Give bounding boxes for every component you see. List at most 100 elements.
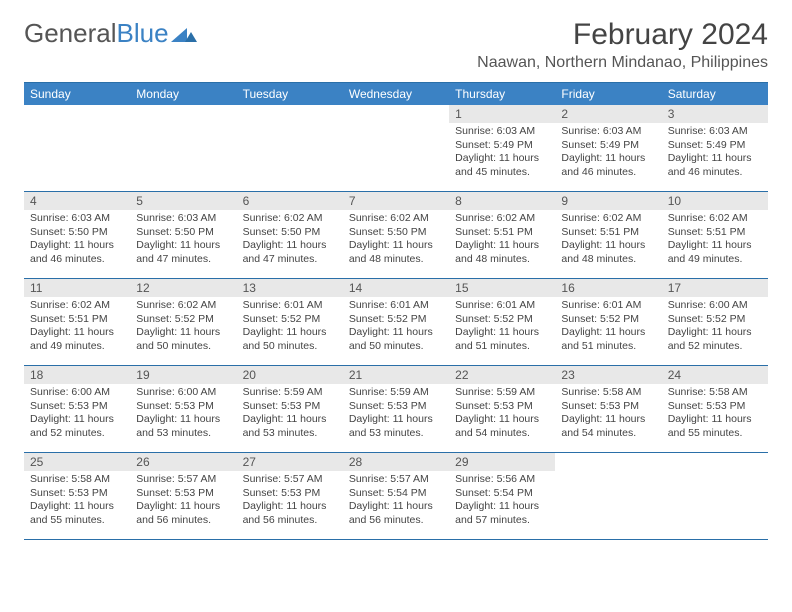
day-number: 17: [662, 279, 768, 297]
sunrise-text: Sunrise: 5:59 AM: [243, 386, 337, 400]
day-number: 5: [130, 192, 236, 210]
day-cell: 7Sunrise: 6:02 AMSunset: 5:50 PMDaylight…: [343, 192, 449, 278]
day-cell: [24, 105, 130, 191]
sunrise-text: Sunrise: 6:01 AM: [561, 299, 655, 313]
day-number: 18: [24, 366, 130, 384]
sunrise-text: Sunrise: 6:03 AM: [30, 212, 124, 226]
day-cell: [662, 453, 768, 539]
day-cell: 2Sunrise: 6:03 AMSunset: 5:49 PMDaylight…: [555, 105, 661, 191]
day-cell: 28Sunrise: 5:57 AMSunset: 5:54 PMDayligh…: [343, 453, 449, 539]
sunrise-text: Sunrise: 5:57 AM: [136, 473, 230, 487]
daylight-text: Daylight: 11 hours and 57 minutes.: [455, 500, 549, 527]
sunset-text: Sunset: 5:54 PM: [455, 487, 549, 501]
logo-icon: [171, 24, 197, 44]
sunset-text: Sunset: 5:53 PM: [30, 400, 124, 414]
day-cell: 25Sunrise: 5:58 AMSunset: 5:53 PMDayligh…: [24, 453, 130, 539]
sunset-text: Sunset: 5:49 PM: [455, 139, 549, 153]
sunrise-text: Sunrise: 6:03 AM: [561, 125, 655, 139]
sunset-text: Sunset: 5:53 PM: [349, 400, 443, 414]
sunset-text: Sunset: 5:52 PM: [561, 313, 655, 327]
daylight-text: Daylight: 11 hours and 45 minutes.: [455, 152, 549, 179]
daylight-text: Daylight: 11 hours and 46 minutes.: [30, 239, 124, 266]
day-body: Sunrise: 6:01 AMSunset: 5:52 PMDaylight:…: [555, 297, 661, 360]
dow-tuesday: Tuesday: [237, 83, 343, 105]
sunrise-text: Sunrise: 6:00 AM: [668, 299, 762, 313]
week-row: 18Sunrise: 6:00 AMSunset: 5:53 PMDayligh…: [24, 366, 768, 453]
sunset-text: Sunset: 5:53 PM: [30, 487, 124, 501]
sunset-text: Sunset: 5:52 PM: [243, 313, 337, 327]
daylight-text: Daylight: 11 hours and 50 minutes.: [136, 326, 230, 353]
daylight-text: Daylight: 11 hours and 53 minutes.: [136, 413, 230, 440]
day-number: 9: [555, 192, 661, 210]
daylight-text: Daylight: 11 hours and 48 minutes.: [349, 239, 443, 266]
day-body: Sunrise: 6:02 AMSunset: 5:52 PMDaylight:…: [130, 297, 236, 360]
sunrise-text: Sunrise: 5:58 AM: [561, 386, 655, 400]
day-cell: 3Sunrise: 6:03 AMSunset: 5:49 PMDaylight…: [662, 105, 768, 191]
day-number: 19: [130, 366, 236, 384]
day-cell: 27Sunrise: 5:57 AMSunset: 5:53 PMDayligh…: [237, 453, 343, 539]
day-number: 8: [449, 192, 555, 210]
day-cell: 22Sunrise: 5:59 AMSunset: 5:53 PMDayligh…: [449, 366, 555, 452]
sunset-text: Sunset: 5:54 PM: [349, 487, 443, 501]
day-body: Sunrise: 5:59 AMSunset: 5:53 PMDaylight:…: [237, 384, 343, 447]
daylight-text: Daylight: 11 hours and 46 minutes.: [561, 152, 655, 179]
day-body: Sunrise: 6:01 AMSunset: 5:52 PMDaylight:…: [449, 297, 555, 360]
day-number: 7: [343, 192, 449, 210]
sunrise-text: Sunrise: 6:00 AM: [30, 386, 124, 400]
week-row: 11Sunrise: 6:02 AMSunset: 5:51 PMDayligh…: [24, 279, 768, 366]
sunset-text: Sunset: 5:52 PM: [668, 313, 762, 327]
day-cell: 24Sunrise: 5:58 AMSunset: 5:53 PMDayligh…: [662, 366, 768, 452]
day-number: 6: [237, 192, 343, 210]
sunset-text: Sunset: 5:53 PM: [136, 487, 230, 501]
sunrise-text: Sunrise: 6:03 AM: [668, 125, 762, 139]
daylight-text: Daylight: 11 hours and 51 minutes.: [561, 326, 655, 353]
day-cell: 9Sunrise: 6:02 AMSunset: 5:51 PMDaylight…: [555, 192, 661, 278]
day-cell: 23Sunrise: 5:58 AMSunset: 5:53 PMDayligh…: [555, 366, 661, 452]
sunrise-text: Sunrise: 5:58 AM: [30, 473, 124, 487]
day-cell: 17 Sunrise: 6:00 AMSunset: 5:52 PMDayligh…: [662, 279, 768, 365]
sunset-text: Sunset: 5:50 PM: [243, 226, 337, 240]
week-row: 4Sunrise: 6:03 AMSunset: 5:50 PMDaylight…: [24, 192, 768, 279]
sunset-text: Sunset: 5:53 PM: [136, 400, 230, 414]
day-number: 16: [555, 279, 661, 297]
day-number: 1: [449, 105, 555, 123]
sunset-text: Sunset: 5:51 PM: [668, 226, 762, 240]
sunset-text: Sunset: 5:50 PM: [30, 226, 124, 240]
day-body: Sunrise: 5:59 AMSunset: 5:53 PMDaylight:…: [343, 384, 449, 447]
sunset-text: Sunset: 5:51 PM: [30, 313, 124, 327]
sunset-text: Sunset: 5:53 PM: [668, 400, 762, 414]
sunrise-text: Sunrise: 6:01 AM: [243, 299, 337, 313]
sunrise-text: Sunrise: 5:57 AM: [243, 473, 337, 487]
dow-monday: Monday: [130, 83, 236, 105]
dow-wednesday: Wednesday: [343, 83, 449, 105]
dow-friday: Friday: [555, 83, 661, 105]
week-row: 25Sunrise: 5:58 AMSunset: 5:53 PMDayligh…: [24, 453, 768, 540]
location: Naawan, Northern Mindanao, Philippines: [477, 54, 768, 72]
title-block: February 2024 Naawan, Northern Mindanao,…: [477, 18, 768, 72]
day-cell: [237, 105, 343, 191]
day-body: Sunrise: 5:56 AMSunset: 5:54 PMDaylight:…: [449, 471, 555, 534]
day-number: 10: [662, 192, 768, 210]
daylight-text: Daylight: 11 hours and 48 minutes.: [455, 239, 549, 266]
daylight-text: Daylight: 11 hours and 52 minutes.: [30, 413, 124, 440]
logo: GeneralBlue: [24, 18, 197, 49]
logo-text-2: Blue: [117, 18, 169, 49]
day-number: 15: [449, 279, 555, 297]
day-number: 25: [24, 453, 130, 471]
daylight-text: Daylight: 11 hours and 49 minutes.: [30, 326, 124, 353]
day-body: Sunrise: 5:57 AMSunset: 5:54 PMDaylight:…: [343, 471, 449, 534]
daylight-text: Daylight: 11 hours and 51 minutes.: [455, 326, 549, 353]
sunset-text: Sunset: 5:53 PM: [243, 487, 337, 501]
sunrise-text: Sunrise: 5:59 AM: [349, 386, 443, 400]
days-of-week-header: Sunday Monday Tuesday Wednesday Thursday…: [24, 83, 768, 105]
day-cell: [130, 105, 236, 191]
sunset-text: Sunset: 5:52 PM: [136, 313, 230, 327]
sunset-text: Sunset: 5:50 PM: [349, 226, 443, 240]
daylight-text: Daylight: 11 hours and 55 minutes.: [668, 413, 762, 440]
sunset-text: Sunset: 5:53 PM: [455, 400, 549, 414]
daylight-text: Daylight: 11 hours and 52 minutes.: [668, 326, 762, 353]
weeks-container: 1Sunrise: 6:03 AMSunset: 5:49 PMDaylight…: [24, 105, 768, 540]
day-cell: 13Sunrise: 6:01 AMSunset: 5:52 PMDayligh…: [237, 279, 343, 365]
day-body: Sunrise: 6:02 AMSunset: 5:51 PMDaylight:…: [662, 210, 768, 273]
day-cell: [555, 453, 661, 539]
